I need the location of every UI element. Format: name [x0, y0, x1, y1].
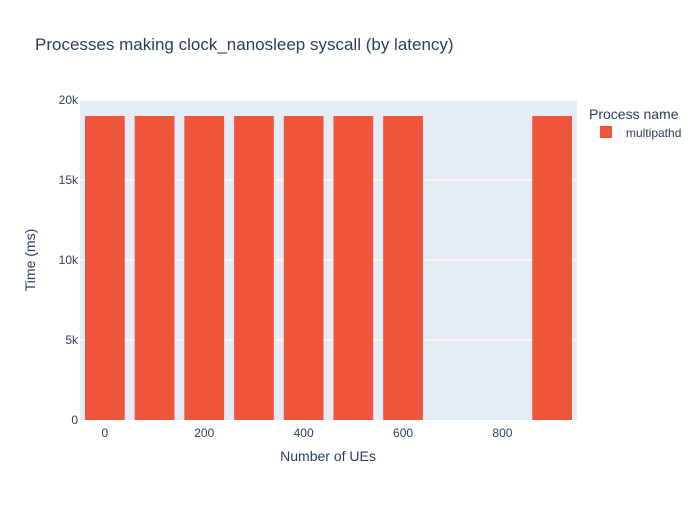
legend: Process name multipathd: [589, 106, 681, 140]
x-tick-label: 200: [194, 426, 214, 440]
legend-swatch-multipathd[interactable]: [600, 126, 612, 138]
y-tick-label: 10k: [59, 253, 79, 267]
x-axis-label: Number of UEs: [280, 448, 376, 464]
x-tick-label: 0: [102, 426, 109, 440]
bar-multipathd[interactable]: [184, 116, 225, 420]
bar-multipathd[interactable]: [383, 116, 423, 420]
chart-title: Processes making clock_nanosleep syscall…: [35, 35, 454, 54]
y-axis-label: Time (ms): [22, 229, 38, 291]
y-tick-label: 0: [71, 413, 78, 427]
bar-multipathd[interactable]: [283, 116, 324, 420]
bar-multipathd[interactable]: [84, 116, 125, 420]
x-axis-ticks: 0 200 400 600 800: [102, 426, 513, 440]
bar-multipathd[interactable]: [333, 116, 374, 420]
bar-multipathd[interactable]: [234, 116, 274, 420]
legend-title: Process name: [589, 106, 679, 122]
x-tick-label: 400: [294, 426, 314, 440]
x-tick-label: 600: [393, 426, 413, 440]
bars: [84, 116, 573, 420]
y-tick-label: 15k: [59, 173, 79, 187]
y-tick-label: 5k: [65, 333, 79, 347]
y-tick-label: 20k: [59, 93, 79, 107]
legend-item-multipathd[interactable]: multipathd: [626, 126, 681, 140]
x-tick-label: 800: [492, 426, 512, 440]
y-axis-ticks: 0 5k 10k 15k 20k: [59, 93, 79, 427]
bar-multipathd[interactable]: [532, 116, 573, 420]
bar-multipathd[interactable]: [134, 116, 175, 420]
